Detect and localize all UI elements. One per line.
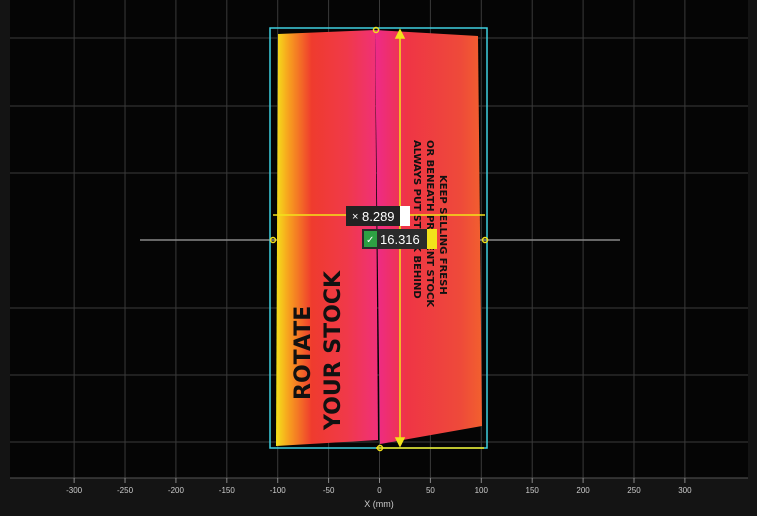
x-tick-label: -300 [66,486,83,495]
icon: × [352,211,358,223]
x-tick-label: -150 [219,486,236,495]
sign-text: YOUR STOCK [321,270,346,431]
x-tick-label: 0 [377,486,382,495]
sign-text: OR BENEATH PRESENT STOCK [424,140,435,308]
measurement-height: ✓ 16.316 [362,229,437,249]
x-tick-label: 150 [526,486,540,495]
sign-text: ROTATE [291,306,316,400]
x-axis-label: X (mm) [364,499,394,509]
x-tick-label: -100 [270,486,287,495]
measurement-value: 8.289 [362,209,395,224]
measurement-view: ROTATE YOUR STOCK ALWAYS PUT STOCK BEHIN… [0,0,757,516]
label-swatch [400,206,410,226]
x-tick-label: -250 [117,486,134,495]
measurement-value: 16.316 [380,232,420,247]
sign-text: ALWAYS PUT STOCK BEHIND [411,140,422,299]
x-tick-label: 250 [627,486,641,495]
x-tick-label: -200 [168,486,185,495]
x-tick-label: 300 [678,486,692,495]
x-tick-label: 100 [475,486,489,495]
icon: ✓ [366,235,374,246]
sign-text: KEEP SELLING FRESH [437,175,448,295]
measurement-width: × 8.289 [346,206,410,226]
x-tick-label: -50 [323,486,335,495]
x-tick-label: 200 [576,486,590,495]
x-tick-label: 50 [426,486,435,495]
label-swatch [427,229,437,249]
